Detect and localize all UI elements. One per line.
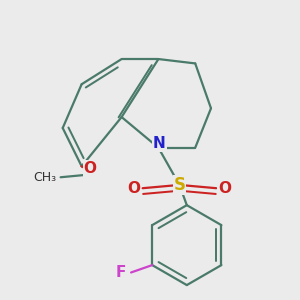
Text: O: O: [84, 161, 97, 176]
Text: S: S: [173, 176, 185, 194]
Text: F: F: [116, 265, 126, 280]
Text: N: N: [153, 136, 166, 151]
Text: CH₃: CH₃: [33, 171, 56, 184]
Text: O: O: [218, 181, 231, 196]
Text: O: O: [128, 181, 141, 196]
